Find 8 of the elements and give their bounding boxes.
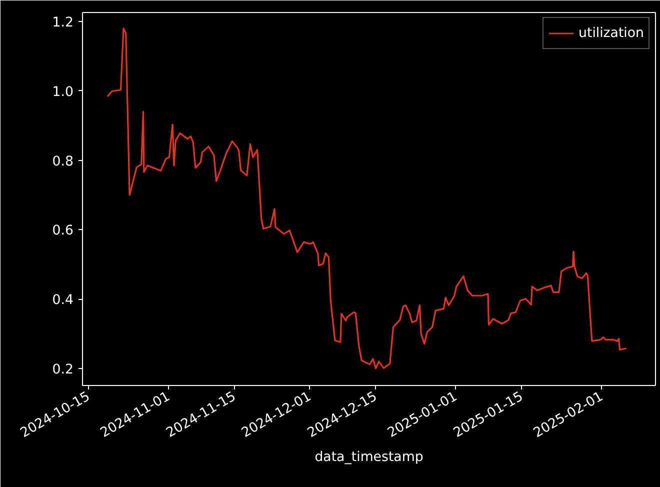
y-tick-label: 1.0: [52, 84, 74, 100]
legend-label: utilization: [578, 26, 644, 40]
y-tick-label: 0.8: [52, 154, 74, 170]
y-tick-label: 0.4: [52, 293, 74, 308]
y-tick-label: 0.6: [52, 224, 74, 239]
x-axis-title: data_timestamp: [314, 450, 424, 465]
y-tick-label: 0.2: [52, 362, 74, 378]
y-tick-label: 1.2: [52, 16, 74, 31]
